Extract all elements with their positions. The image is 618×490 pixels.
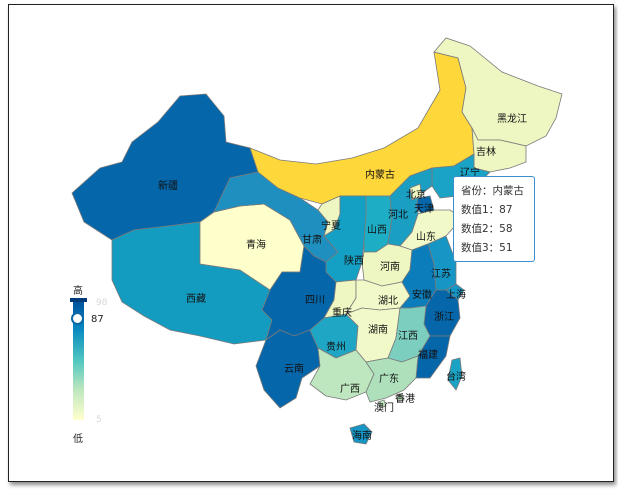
label-aomen: 澳门 xyxy=(374,401,394,414)
label-neimenggu: 内蒙古 xyxy=(365,168,395,181)
label-henan: 河南 xyxy=(380,260,400,273)
label-xianggang: 香港 xyxy=(395,393,415,405)
label-guangxi: 广西 xyxy=(340,383,360,395)
map-tooltip: 省份：内蒙古 数值1：87 数值2：58 数值3：51 xyxy=(453,176,535,262)
province-aomen[interactable] xyxy=(377,399,387,409)
label-jiangsu: 江苏 xyxy=(431,267,451,280)
label-ningxia: 宁夏 xyxy=(321,219,341,232)
label-hainan: 海南 xyxy=(352,429,372,442)
label-zhejiang: 浙江 xyxy=(434,311,454,323)
tooltip-value1: 数值1：87 xyxy=(461,204,513,216)
legend-high-label: 高 xyxy=(73,286,83,297)
province-xianggang[interactable] xyxy=(395,393,405,403)
label-chongqing: 重庆 xyxy=(332,306,352,319)
label-shaanxi: 陕西 xyxy=(344,254,364,267)
province-yunnan[interactable] xyxy=(255,329,321,409)
label-xizang: 西藏 xyxy=(186,293,206,305)
label-shanxi: 山西 xyxy=(367,224,387,236)
province-taiwan[interactable] xyxy=(447,357,463,391)
label-heilongjiang: 黑龙江 xyxy=(497,112,527,125)
label-sichuan: 四川 xyxy=(305,295,325,306)
legend-current-value: 87 xyxy=(91,314,104,325)
province-hainan[interactable] xyxy=(349,423,373,445)
label-fujian: 福建 xyxy=(418,348,438,361)
label-jilin: 吉林 xyxy=(476,145,496,158)
legend-value-handle[interactable] xyxy=(71,312,84,325)
label-hubei: 湖北 xyxy=(378,295,398,307)
label-shandong: 山东 xyxy=(416,230,436,243)
label-gansu: 甘肃 xyxy=(302,233,322,246)
legend-min-value: 5 xyxy=(96,415,102,425)
label-guangdong: 广东 xyxy=(379,372,399,385)
tooltip-value3: 数值3：51 xyxy=(461,242,513,254)
label-xinjiang: 新疆 xyxy=(158,179,178,192)
label-liaoning: 辽宁 xyxy=(460,166,480,179)
province-guangdong[interactable] xyxy=(365,355,419,403)
label-shanghai: 上海 xyxy=(446,288,466,301)
province-beijing[interactable] xyxy=(409,183,423,201)
label-hunan: 湖南 xyxy=(368,323,388,336)
visual-map-legend: 高 87 98 5 低 xyxy=(70,282,107,445)
label-taiwan: 台湾 xyxy=(446,370,466,383)
province-heilongjiang[interactable] xyxy=(433,37,563,147)
label-jiangxi: 江西 xyxy=(398,330,418,342)
label-qinghai: 青海 xyxy=(246,238,266,251)
label-yunnan: 云南 xyxy=(284,362,304,375)
tooltip-value2: 数值2：58 xyxy=(461,223,513,235)
label-anhui: 安徽 xyxy=(412,288,432,301)
legend-gradient-bar[interactable] xyxy=(73,300,84,420)
label-tianjin: 天津 xyxy=(414,203,434,215)
legend-max-value: 98 xyxy=(96,298,108,308)
tooltip-province: 省份：内蒙古 xyxy=(461,185,524,197)
legend-range-handle-top[interactable] xyxy=(70,298,87,302)
label-guizhou: 贵州 xyxy=(326,340,346,353)
label-beijing: 北京 xyxy=(406,188,426,201)
label-hebei: 河北 xyxy=(388,209,408,221)
legend-low-label: 低 xyxy=(73,434,83,445)
